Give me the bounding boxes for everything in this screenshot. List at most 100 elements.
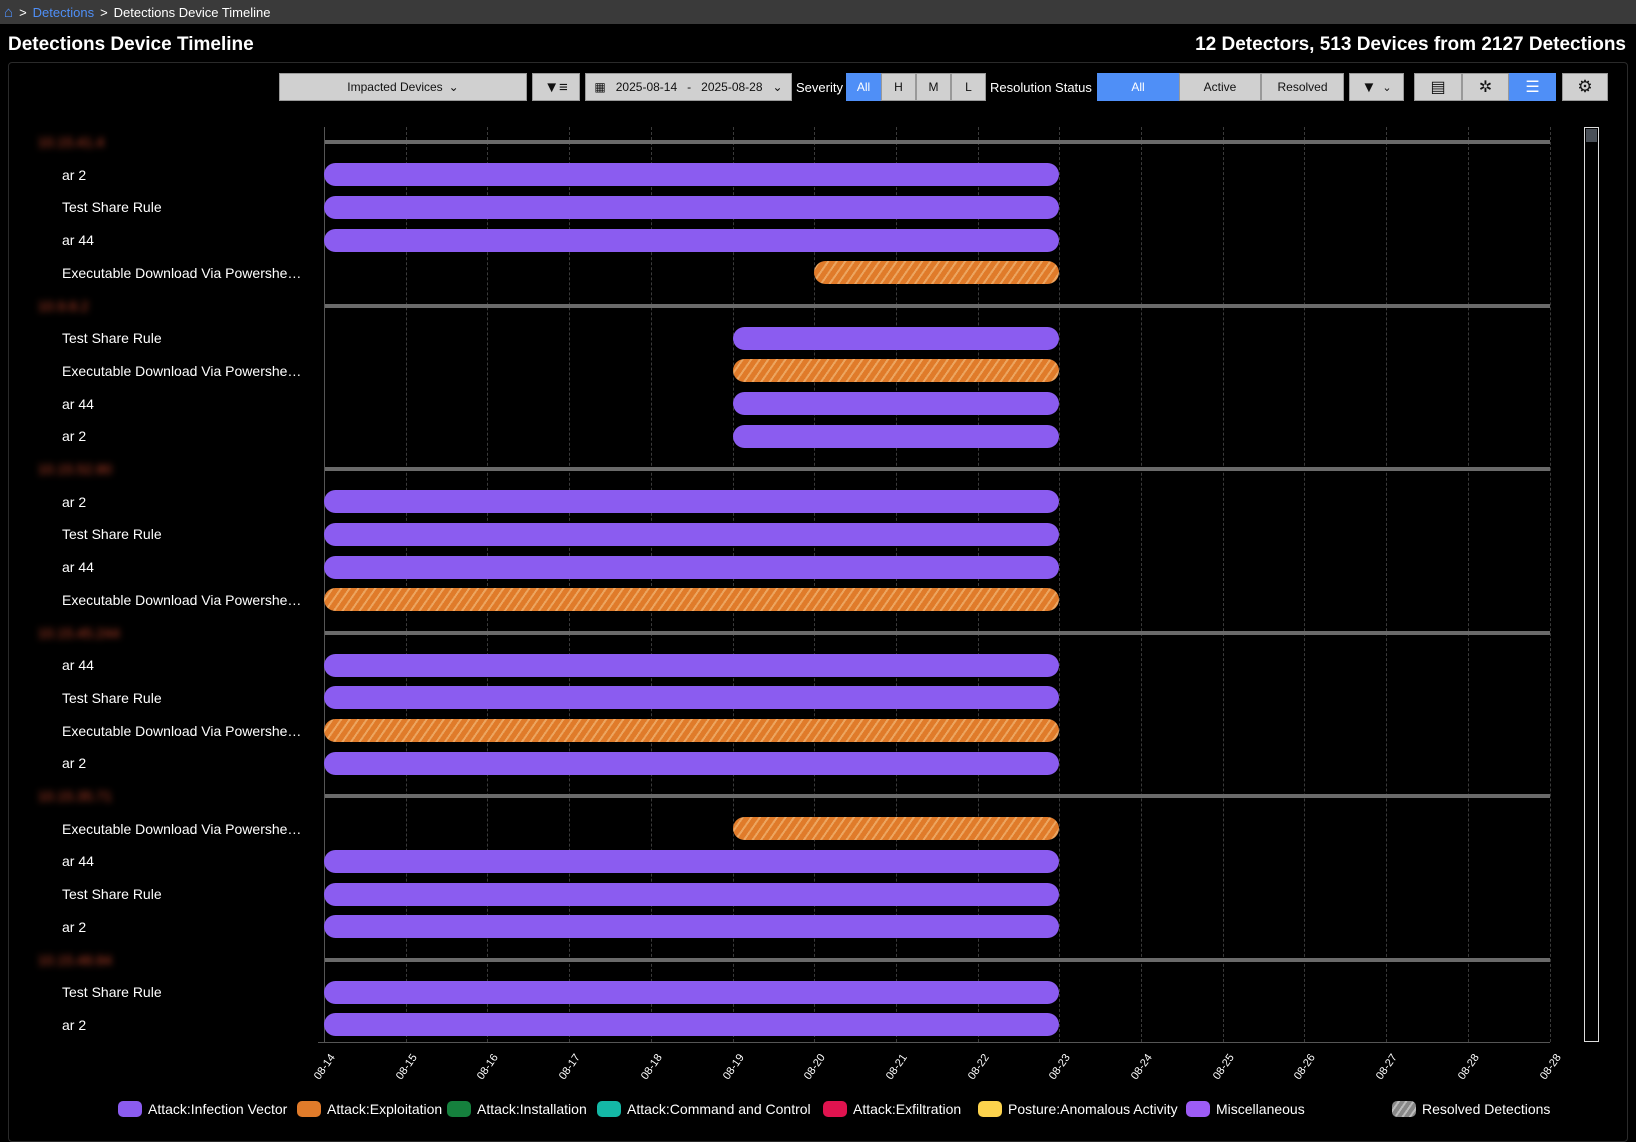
resolution-status-label: Resolution Status [990,79,1092,95]
table-icon: ▤ [1430,79,1446,96]
detection-bar[interactable] [732,326,1060,350]
detector-label: ar 2 [62,918,87,935]
chevron-down-icon: ⌄ [1382,81,1392,94]
device-separator [325,794,1550,798]
detector-label: Test Share Rule [62,886,162,903]
legend-swatch-hatched [1392,1101,1416,1117]
breadcrumb: ⌂ > Detections > Detections Device Timel… [0,0,1636,24]
grid-line [569,127,571,1042]
detection-bar[interactable] [324,719,1060,743]
detection-bar[interactable] [324,882,1060,906]
timeline-view-button[interactable]: ☰ [1509,73,1556,101]
detection-bar[interactable] [324,163,1060,187]
funnel-icon: ▼ [1361,78,1377,96]
grid-line [1059,127,1061,1042]
detection-bar[interactable] [324,751,1060,775]
graph-view-button[interactable]: ✲ [1462,73,1509,101]
detection-bar[interactable] [324,555,1060,579]
severity-medium-button[interactable]: M [916,73,951,101]
legend-label: Attack:Infection Vector [148,1101,288,1117]
resolution-active-button[interactable]: Active [1179,73,1261,101]
detection-bar[interactable] [732,817,1060,841]
breadcrumb-detections-link[interactable]: Detections [32,4,95,20]
filter-list-button[interactable]: ▼≡ [532,73,580,101]
filter-dropdown-button[interactable]: ▼ ⌄ [1349,73,1404,101]
device-label: 10.15.35.71 [38,788,112,804]
calendar-icon: ▦ [594,80,606,94]
legend-item[interactable]: Miscellaneous [1186,1101,1305,1117]
detector-label: Test Share Rule [62,689,162,706]
scrollbar[interactable] [1584,127,1599,1042]
legend-item-resolved[interactable]: Resolved Detections [1392,1101,1550,1117]
breadcrumb-separator: > [19,4,27,20]
detector-label: Test Share Rule [62,330,162,347]
device-label: 10.9.8.2 [38,297,89,314]
grid-line [1304,127,1306,1042]
device-separator [325,467,1550,471]
grid-line [1386,127,1388,1042]
detection-bar[interactable] [324,522,1060,546]
detector-label: Executable Download Via Powershe… [62,591,302,608]
legend-label: Posture:Anomalous Activity [1008,1101,1178,1117]
detector-label: ar 2 [62,1016,87,1033]
table-view-button[interactable]: ▤ [1414,73,1462,101]
legend-swatch [597,1101,621,1117]
device-label: 10.15.48.84 [38,951,112,968]
legend-label: Attack:Exploitation [327,1101,443,1117]
detection-bar[interactable] [814,261,1060,285]
detector-label: Executable Download Via Powershe… [62,264,302,281]
date-range-picker[interactable]: ▦ 2025-08-14-2025-08-28 ⌄ [585,73,792,101]
device-separator [325,957,1550,962]
settings-button[interactable]: ⚙ [1562,73,1608,101]
legend-item[interactable]: Posture:Anomalous Activity [978,1101,1178,1117]
detector-label: ar 44 [62,559,94,576]
detector-label: ar 44 [62,657,94,674]
legend-item[interactable]: Attack:Exploitation [297,1101,442,1117]
legend-item[interactable]: Attack:Infection Vector [118,1101,287,1117]
detection-bar[interactable] [324,1013,1060,1037]
detection-bar[interactable] [324,195,1060,219]
legend-swatch [297,1101,321,1117]
legend-item[interactable]: Attack:Exfiltration [823,1101,961,1117]
severity-low-button[interactable]: L [951,73,986,101]
detection-bar[interactable] [324,915,1060,939]
detection-bar[interactable] [732,359,1060,383]
detection-bar[interactable] [324,588,1060,612]
x-axis [318,1042,1550,1043]
legend-swatch [978,1101,1002,1117]
home-icon[interactable]: ⌂ [4,3,14,21]
grid-line [1467,127,1469,1042]
resolution-resolved-button[interactable]: Resolved [1261,73,1344,101]
detection-bar[interactable] [324,980,1060,1004]
severity-high-button[interactable]: H [881,73,916,101]
gear-icon: ⚙ [1577,77,1593,96]
detection-bar[interactable] [324,653,1060,677]
legend-item[interactable]: Attack:Command and Control [597,1101,811,1117]
device-label: 10.15.41.4 [38,134,105,150]
group-by-dropdown[interactable]: Impacted Devices ⌄ [279,73,527,101]
grid-line [814,127,816,1042]
detector-label: Executable Download Via Powershe… [62,722,302,739]
detection-bar[interactable] [324,228,1060,252]
detection-bar[interactable] [324,686,1060,710]
severity-all-button[interactable]: All [846,73,881,101]
network-icon: ✲ [1478,79,1493,96]
date-end: 2025-08-28 [701,80,763,94]
device-label: 10.15.52.80 [38,461,112,477]
scrollbar-thumb[interactable] [1586,129,1597,142]
device-separator [325,630,1550,635]
detection-bar[interactable] [324,849,1060,873]
grid-line [1222,127,1224,1042]
legend-item[interactable]: Attack:Installation [447,1101,587,1117]
page-title: Detections Device Timeline [8,34,254,55]
detector-label: ar 2 [62,493,87,510]
grid-line [405,127,407,1042]
detection-bar[interactable] [324,490,1060,514]
legend-swatch [823,1101,847,1117]
resolution-all-button[interactable]: All [1097,73,1179,101]
summary-count: 12 Detectors, 513 Devices from 2127 Dete… [1195,34,1626,55]
detection-bar[interactable] [732,424,1060,448]
detection-bar[interactable] [732,392,1060,416]
detector-label: Executable Download Via Powershe… [62,362,302,379]
legend-swatch [1186,1101,1210,1117]
